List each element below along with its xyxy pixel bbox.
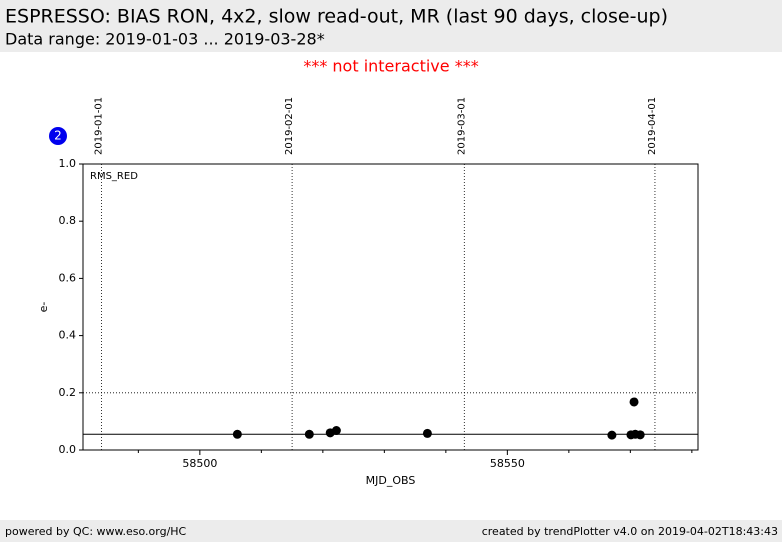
- x-tick-label: 58550: [490, 457, 525, 470]
- badge: 2: [54, 129, 62, 143]
- date-label: 2019-01-01: [93, 97, 104, 155]
- y-tick-label: 0.2: [59, 386, 77, 399]
- notice: *** not interactive ***: [303, 57, 478, 76]
- point: [304, 429, 314, 439]
- footer-right: created by trendPlotter v4.0 on 2019-04-…: [482, 525, 778, 538]
- y-tick-label: 0.4: [59, 329, 77, 342]
- y-tick-label: 1.0: [59, 157, 77, 170]
- point: [422, 428, 432, 438]
- y-tick-label: 0.8: [59, 214, 77, 227]
- y-tick-label: 0.0: [59, 443, 77, 456]
- date-label: 2019-03-01: [456, 97, 467, 155]
- y-tick-label: 0.6: [59, 271, 77, 284]
- date-label: 2019-02-01: [284, 97, 295, 155]
- point: [635, 430, 645, 440]
- plot-frame: [82, 163, 699, 451]
- x-tick-label: 58500: [182, 457, 217, 470]
- title: ESPRESSO: BIAS RON, 4x2, slow read-out, …: [5, 6, 668, 28]
- point: [331, 426, 341, 436]
- footer-band: [0, 520, 782, 542]
- x-axis-label: MJD_OBS: [366, 474, 416, 487]
- point: [232, 429, 242, 439]
- point: [629, 397, 639, 407]
- header-band: [0, 0, 782, 52]
- y-axis-label: e-: [37, 302, 50, 313]
- footer-left: powered by QC: www.eso.org/HC: [5, 525, 187, 538]
- annotation: RMS_RED: [90, 171, 138, 182]
- badge-circle: [49, 127, 67, 145]
- point: [607, 430, 617, 440]
- subtitle: Data range: 2019-01-03 ... 2019-03-28*: [5, 30, 325, 49]
- date-label: 2019-04-01: [647, 97, 658, 155]
